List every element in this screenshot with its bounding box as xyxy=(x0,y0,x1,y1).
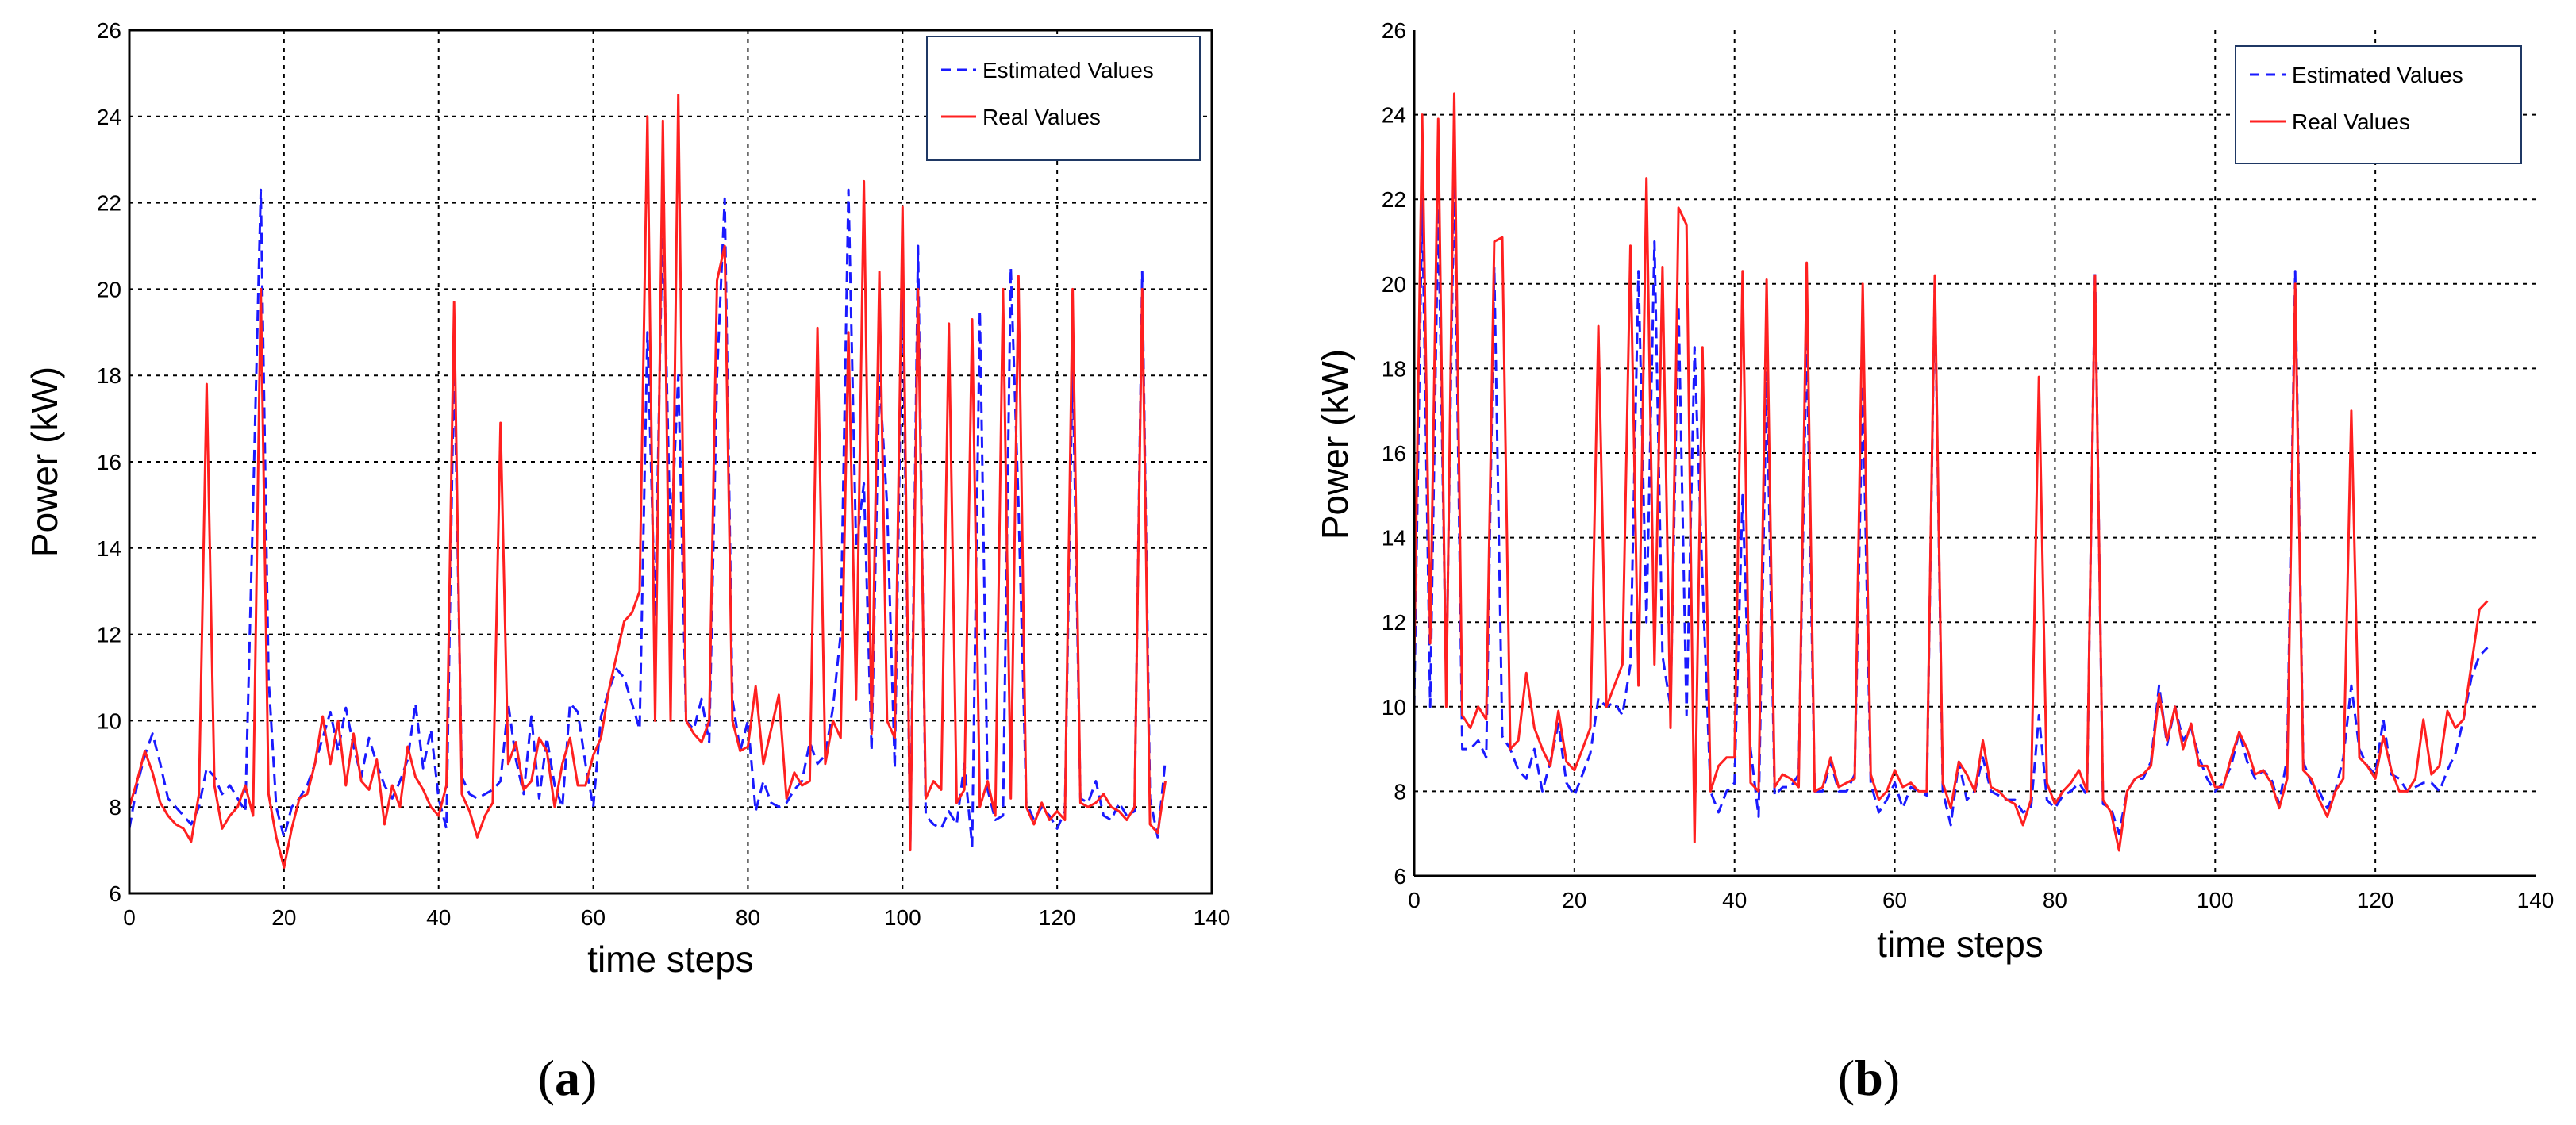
panel-a-caption: (a) xyxy=(538,1050,598,1106)
y-tick-label: 12 xyxy=(97,623,121,647)
y-tick-label: 20 xyxy=(1382,272,1406,297)
y-tick-label: 16 xyxy=(1382,441,1406,466)
y-tick-label: 26 xyxy=(1382,18,1406,43)
y-tick-label: 26 xyxy=(97,18,121,43)
x-tick-label: 40 xyxy=(426,905,451,930)
y-tick-label: 12 xyxy=(1382,610,1406,635)
y-tick-label: 14 xyxy=(97,536,121,561)
x-tick-label: 80 xyxy=(2043,888,2067,912)
y-tick-label: 14 xyxy=(1382,526,1406,551)
y-tick-label: 24 xyxy=(97,105,121,129)
panel-b-caption-letter: b xyxy=(1855,1050,1883,1106)
x-tick-label: 140 xyxy=(2517,888,2555,912)
x-tick-label: 120 xyxy=(2357,888,2394,912)
x-tick-label: 60 xyxy=(581,905,606,930)
x-tick-label: 120 xyxy=(1039,905,1076,930)
x-tick-label: 80 xyxy=(736,905,760,930)
panel-a-y-ticks: 6 8 10 12 14 16 18 20 22 24 26 xyxy=(97,18,121,906)
panel-b-y-ticks: 6 8 10 12 14 16 18 20 22 24 26 xyxy=(1382,18,1406,889)
panel-a-series xyxy=(128,94,1167,869)
y-tick-label: 6 xyxy=(1394,864,1406,889)
panel-b-legend: Estimated Values Real Values xyxy=(2235,45,2522,164)
panel-b-legend-box xyxy=(2235,45,2522,164)
panel-a-legend: Estimated Values Real Values xyxy=(926,36,1201,161)
panel-b-legend-label-real: Real Values xyxy=(2292,109,2410,134)
x-tick-label: 40 xyxy=(1722,888,1747,912)
y-tick-label: 10 xyxy=(97,708,121,733)
y-tick-label: 18 xyxy=(1382,356,1406,381)
panel-b-x-ticks: 0 20 40 60 80 100 120 140 xyxy=(1408,888,2554,912)
x-tick-label: 20 xyxy=(1562,888,1586,912)
x-tick-label: 140 xyxy=(1194,905,1231,930)
y-tick-label: 24 xyxy=(1382,103,1406,128)
panel-a-caption-open: ( xyxy=(538,1050,555,1106)
panel-b-caption: (b) xyxy=(1838,1050,1900,1106)
panel-a-plot-frame xyxy=(128,29,1213,895)
x-tick-label: 100 xyxy=(884,905,921,930)
series-line-real xyxy=(1413,92,2489,852)
y-tick-label: 10 xyxy=(1382,695,1406,720)
y-tick-label: 8 xyxy=(109,795,121,820)
y-tick-label: 8 xyxy=(1394,779,1406,804)
y-tick-label: 22 xyxy=(97,191,121,216)
panel-b-caption-open: ( xyxy=(1838,1050,1855,1106)
panel-b-y-axis-label: Power (kW) xyxy=(1314,349,1355,539)
panel-a-caption-close: ) xyxy=(580,1050,597,1106)
panel-b-series xyxy=(1413,92,2489,852)
panel-a-y-axis-label: Power (kW) xyxy=(24,367,65,557)
y-tick-label: 18 xyxy=(97,363,121,388)
x-tick-label: 100 xyxy=(2197,888,2234,912)
x-tick-label: 0 xyxy=(123,905,136,930)
x-tick-label: 20 xyxy=(271,905,296,930)
series-line-estimated xyxy=(1413,164,2489,835)
panel-b-caption-close: ) xyxy=(1883,1050,1900,1106)
panel-a-x-axis-label: time steps xyxy=(587,939,754,980)
y-tick-label: 16 xyxy=(97,450,121,474)
panel-b-legend-label-estimated: Estimated Values xyxy=(2292,63,2463,87)
panel-a-legend-box xyxy=(926,36,1201,161)
x-tick-label: 0 xyxy=(1408,888,1421,912)
panel-a-x-ticks: 0 20 40 60 80 100 120 140 xyxy=(123,905,1230,930)
series-line-real xyxy=(128,94,1167,869)
panel-a-caption-letter: a xyxy=(555,1050,580,1106)
y-tick-label: 6 xyxy=(109,881,121,906)
series-line-estimated xyxy=(128,188,1167,847)
panel-a-legend-label-real: Real Values xyxy=(982,105,1101,129)
panel-a-legend-label-estimated: Estimated Values xyxy=(982,58,1154,83)
y-tick-label: 20 xyxy=(97,277,121,301)
x-tick-label: 60 xyxy=(1882,888,1907,912)
y-tick-label: 22 xyxy=(1382,187,1406,212)
panel-b-x-axis-label: time steps xyxy=(1877,923,2043,965)
